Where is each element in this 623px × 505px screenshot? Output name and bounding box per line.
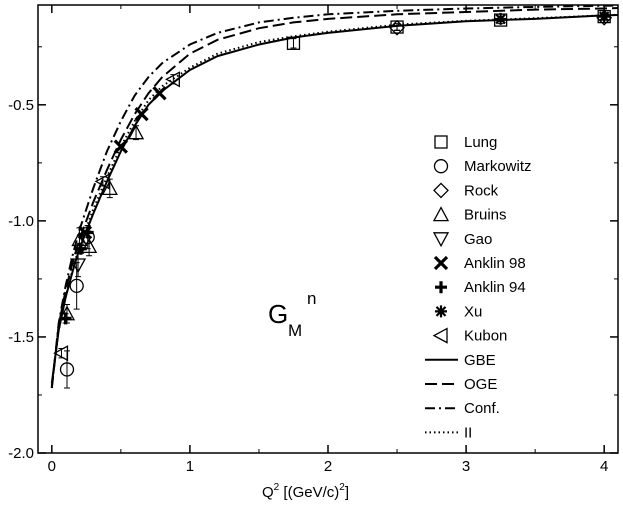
- curve-conf: [50, 5, 618, 389]
- legend-oge-label: OGE: [464, 376, 497, 393]
- legend-lung-marker: [434, 135, 448, 149]
- legend-kubon-label: Kubon: [464, 328, 507, 345]
- legend-anklin-94-marker: [435, 281, 447, 294]
- kubon-point: [164, 71, 180, 88]
- x-axis-title-unit-sup: 2: [339, 482, 345, 493]
- y-tick-label: -0.5: [8, 97, 34, 114]
- x-axis-title-sup: 2: [274, 482, 280, 493]
- rock-point: [596, 9, 613, 26]
- legend-gao-marker: [432, 232, 450, 248]
- kubon-point: [53, 345, 69, 362]
- anklin-98-point: [113, 139, 128, 154]
- legend-rock-marker: [433, 182, 449, 199]
- x-tick-label: 2: [324, 458, 332, 475]
- y-tick-label: -1.0: [8, 213, 34, 230]
- anklin-98-point: [134, 106, 149, 122]
- legend-lung-label: Lung: [464, 134, 497, 151]
- curve-oge: [50, 7, 618, 389]
- x-tick-label: 4: [600, 458, 608, 475]
- bruins-point: [101, 180, 118, 196]
- legend-gao-label: Gao: [464, 231, 492, 248]
- anklin-94-point: [74, 242, 87, 255]
- x-axis-title: Q2 [(GeV/c)2]: [262, 482, 349, 501]
- lung-errorbar: [290, 38, 297, 49]
- x-axis-title-base: Q: [262, 484, 274, 501]
- x-tick-label: 0: [48, 458, 56, 475]
- rock-point: [389, 19, 405, 36]
- anklin-94-point: [81, 226, 94, 239]
- bruins-point: [127, 124, 145, 140]
- legend-ii-label: II: [464, 424, 472, 441]
- anklin-98-point: [152, 86, 167, 101]
- curve-ii: [50, 13, 618, 386]
- gmn-annotation-subscript: M: [288, 321, 302, 340]
- markowitz-point: [59, 362, 75, 377]
- legend-anklin-98-label: Anklin 98: [464, 255, 526, 272]
- x-tick-label: 1: [186, 458, 194, 475]
- gmn-annotation: G: [268, 299, 288, 329]
- gmn-annotation-superscript: n: [307, 289, 316, 308]
- plot-frame: [37, 4, 619, 454]
- xu-point: [494, 12, 507, 25]
- y-tick-label: -2.0: [8, 445, 34, 462]
- legend-bruins-marker: [432, 206, 450, 222]
- legend-anklin-94-label: Anklin 94: [464, 279, 526, 296]
- legend-conf-label: Conf.: [464, 400, 500, 417]
- kubon-point: [94, 173, 110, 190]
- legend-anklin-98-marker: [433, 255, 449, 271]
- legend-gbe-label: GBE: [464, 352, 496, 369]
- x-tick-label: 3: [462, 458, 470, 475]
- lung-point: [286, 36, 301, 50]
- legend-bruins-label: Bruins: [464, 207, 507, 224]
- markowitz-point: [69, 278, 84, 294]
- bruins-point: [81, 238, 98, 254]
- y-tick-label: -1.5: [8, 329, 34, 346]
- x-axis-title-unit: [(GeV/c): [279, 484, 339, 501]
- legend-markowitz-marker: [433, 159, 449, 174]
- legend-xu-label: Xu: [464, 303, 482, 320]
- gao-point: [69, 258, 87, 274]
- legend-markowitz-label: Markowitz: [464, 158, 532, 175]
- legend-rock-label: Rock: [464, 182, 499, 199]
- rock-errorbar: [394, 24, 401, 31]
- xu-point: [598, 10, 611, 23]
- legend-xu-marker: [435, 305, 447, 318]
- anklin-94-point: [59, 312, 72, 325]
- x-axis-title-end: ]: [345, 484, 349, 501]
- legend-kubon-marker: [432, 327, 448, 344]
- curve-gbe: [50, 14, 618, 384]
